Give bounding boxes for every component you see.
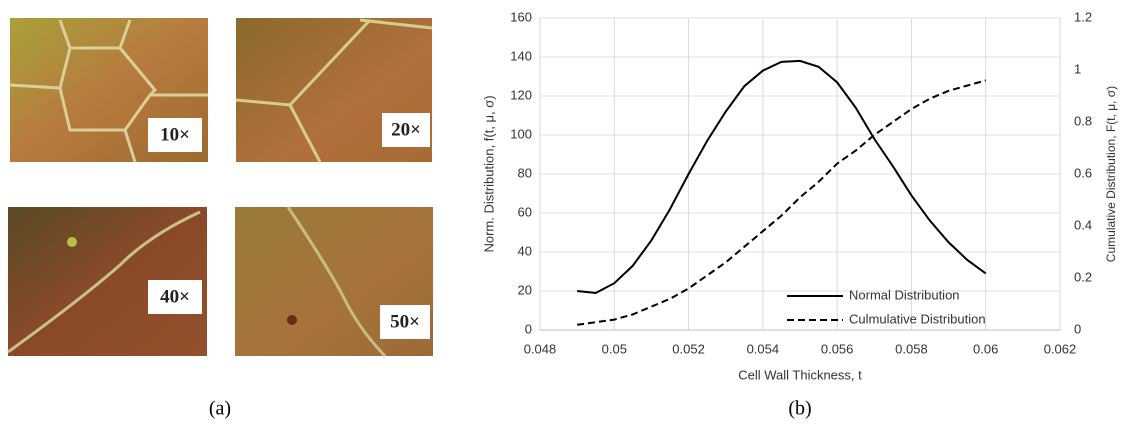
y2-tick-label: 1.2 (1074, 9, 1092, 24)
y-tick-label: 100 (510, 126, 532, 141)
legend-label: Culmulative Distribution (849, 311, 986, 326)
y-tick-label: 160 (510, 9, 532, 24)
y-tick-label: 120 (510, 87, 532, 102)
y2-tick-label: 0.2 (1074, 269, 1092, 284)
data-line (577, 59, 987, 294)
magnification-label: 20× (391, 119, 421, 140)
y2-tick-label: 0.8 (1074, 113, 1092, 128)
y-tick-label: 60 (518, 204, 532, 219)
micrograph: 40× (7, 207, 207, 356)
y2-axis-label: Cumulative Distribution, F(t, μ, σ) (1104, 86, 1118, 262)
x-tick-label: 0.058 (895, 341, 928, 356)
y-tick-label: 40 (518, 243, 532, 258)
x-tick-label: 0.056 (821, 341, 854, 356)
y-tick-label: 140 (510, 48, 532, 63)
y-tick-label: 0 (525, 321, 532, 336)
magnification-label: 10× (160, 124, 190, 145)
caption: (a) (209, 398, 231, 420)
y-tick-label: 20 (518, 282, 532, 297)
y2-tick-label: 0.6 (1074, 165, 1092, 180)
y2-tick-label: 0 (1074, 321, 1081, 336)
x-tick-label: 0.052 (672, 341, 705, 356)
micrograph: 20× (235, 18, 433, 163)
y-tick-label: 80 (518, 165, 532, 180)
data-line (577, 79, 986, 326)
x-tick-label: 0.048 (524, 341, 557, 356)
caption: (b) (788, 398, 811, 420)
micrograph: 10× (9, 18, 208, 163)
x-tick-label: 0.06 (973, 341, 998, 356)
magnification-label: 50× (390, 311, 420, 332)
magnification-label: 40× (160, 286, 190, 307)
y2-tick-label: 0.4 (1074, 217, 1092, 232)
micrograph: 50× (235, 206, 433, 358)
x-tick-label: 0.054 (747, 341, 780, 356)
y2-tick-label: 1 (1074, 61, 1081, 76)
legend-label: Normal Distribution (849, 287, 960, 302)
x-tick-label: 0.062 (1044, 341, 1077, 356)
y-axis-label: Norm. Distribution, f(t, μ, σ) (481, 95, 496, 252)
x-axis-label: Cell Wall Thickness, t (738, 367, 862, 382)
x-tick-label: 0.05 (602, 341, 627, 356)
